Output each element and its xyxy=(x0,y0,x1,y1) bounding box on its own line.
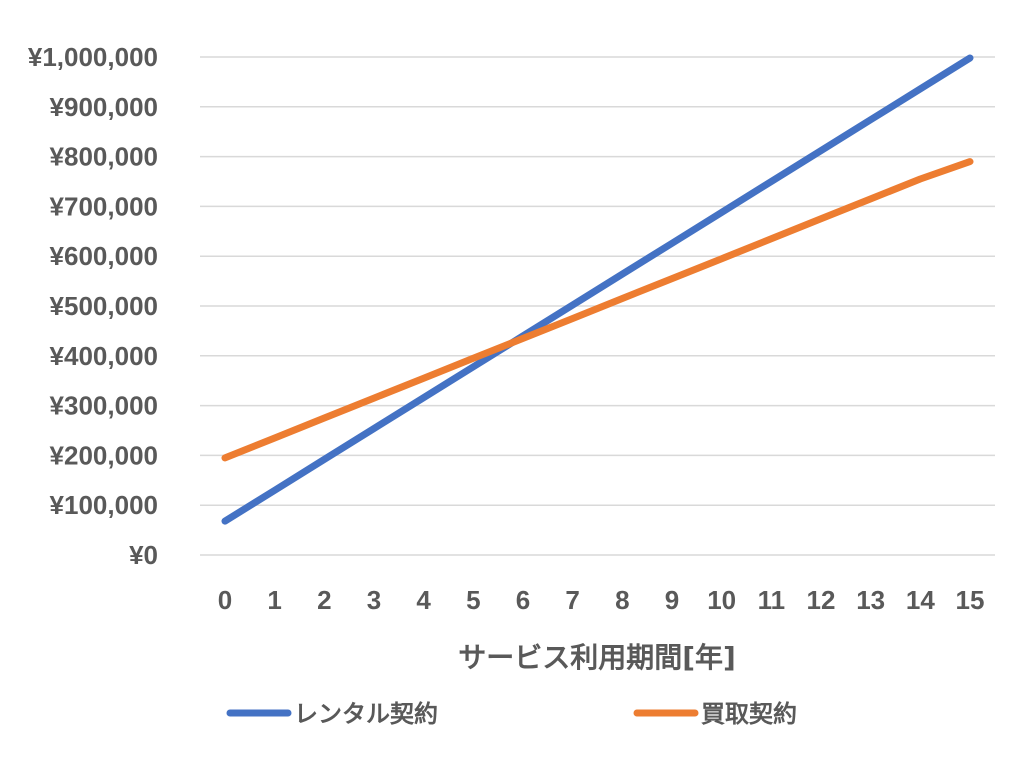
x-tick-label: 4 xyxy=(416,585,431,615)
x-axis-ticks: 0 1 2 3 4 5 6 7 8 9 10 11 12 13 14 15 xyxy=(218,585,985,615)
x-tick-label: 0 xyxy=(218,585,232,615)
y-tick-label: ¥100,000 xyxy=(50,490,158,520)
y-tick-label: ¥1,000,000 xyxy=(28,42,158,72)
y-tick-label: ¥200,000 xyxy=(50,440,158,470)
x-tick-label: 15 xyxy=(956,585,985,615)
legend: レンタル契約 買取契約 xyxy=(226,700,797,728)
x-tick-label: 14 xyxy=(906,585,935,615)
series-line-0 xyxy=(221,54,974,525)
legend-label: レンタル契約 xyxy=(294,700,438,728)
legend-label: 買取契約 xyxy=(701,700,797,728)
y-tick-label: ¥400,000 xyxy=(50,341,158,371)
x-tick-label: 5 xyxy=(466,585,480,615)
x-tick-label: 11 xyxy=(758,585,786,615)
x-tick-label: 7 xyxy=(565,585,579,615)
series-line-1 xyxy=(221,158,974,462)
x-tick-label: 3 xyxy=(367,585,381,615)
y-tick-label: ¥700,000 xyxy=(50,191,158,221)
y-tick-label: ¥800,000 xyxy=(50,142,158,172)
x-tick-label: 2 xyxy=(317,585,331,615)
x-tick-label: 12 xyxy=(807,585,836,615)
y-tick-label: ¥0 xyxy=(129,540,158,570)
y-tick-label: ¥500,000 xyxy=(50,291,158,321)
x-tick-label: 10 xyxy=(707,585,736,615)
x-tick-label: 9 xyxy=(665,585,679,615)
x-tick-label: 8 xyxy=(615,585,629,615)
x-tick-label: 6 xyxy=(516,585,530,615)
series-lines xyxy=(221,54,974,525)
y-axis-ticks: ¥0 ¥100,000 ¥200,000 ¥300,000 ¥400,000 ¥500,0… xyxy=(28,42,158,570)
y-tick-label: ¥600,000 xyxy=(50,241,158,271)
x-tick-label: 13 xyxy=(856,585,885,615)
x-tick-label: 1 xyxy=(267,585,281,615)
x-axis-title: サービス利用期間[年] xyxy=(458,641,736,674)
y-tick-label: ¥900,000 xyxy=(50,92,158,122)
y-tick-label: ¥300,000 xyxy=(50,391,158,421)
